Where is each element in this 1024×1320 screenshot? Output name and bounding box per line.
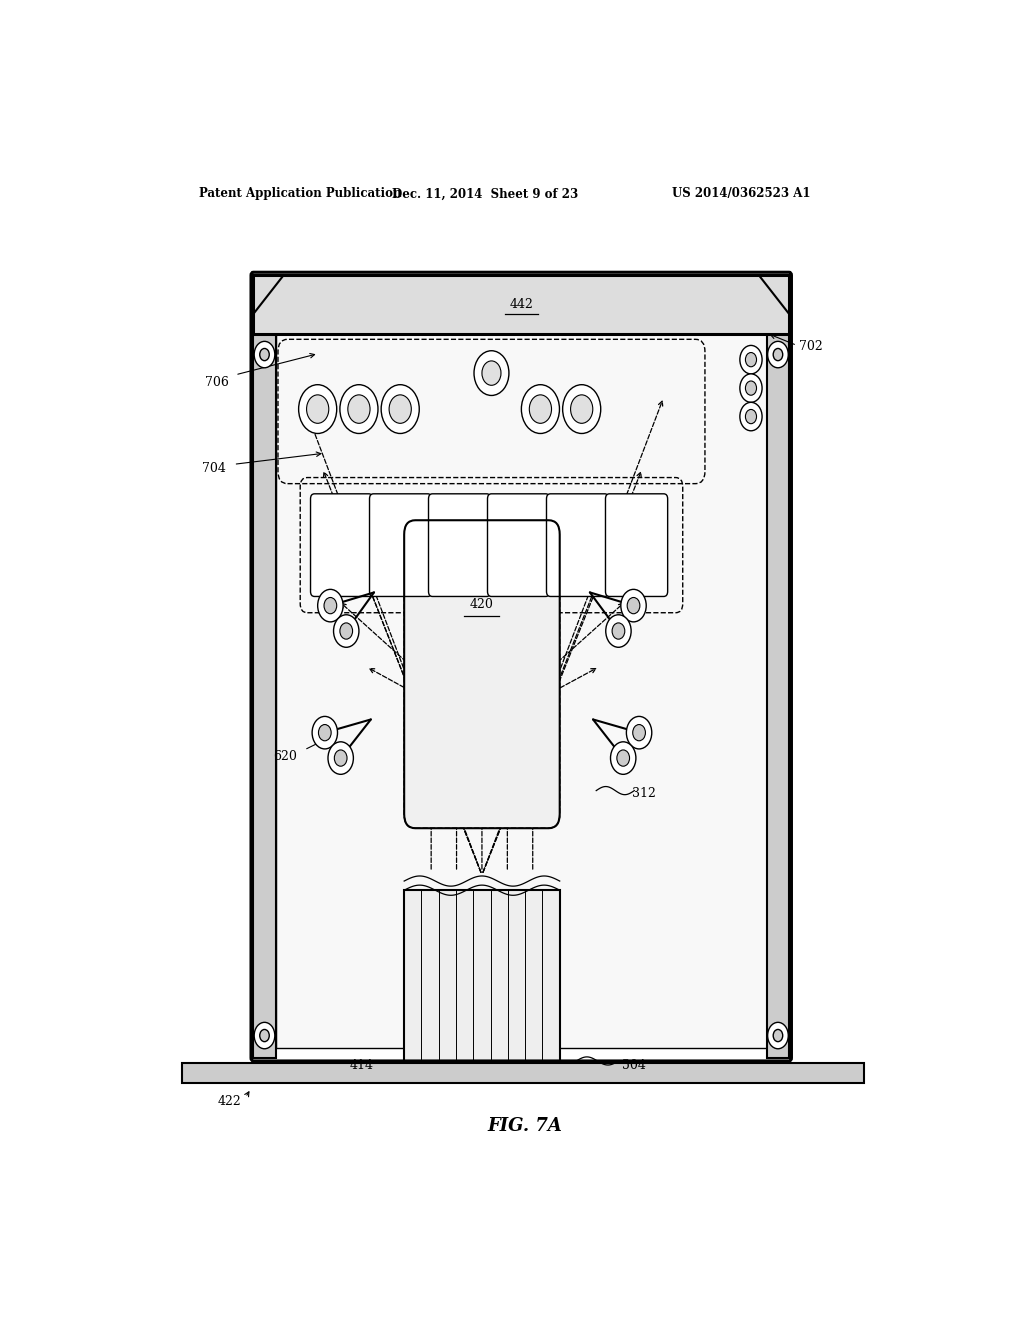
Text: FIG. 7A: FIG. 7A	[487, 1117, 562, 1135]
Circle shape	[745, 409, 757, 424]
FancyBboxPatch shape	[310, 494, 373, 597]
Circle shape	[254, 1023, 274, 1049]
Circle shape	[633, 725, 645, 741]
Circle shape	[324, 598, 337, 614]
Text: Patent Application Publication: Patent Application Publication	[200, 187, 402, 201]
Circle shape	[334, 750, 347, 766]
Circle shape	[482, 360, 501, 385]
Circle shape	[389, 395, 412, 424]
Circle shape	[318, 725, 331, 741]
Text: Dec. 11, 2014  Sheet 9 of 23: Dec. 11, 2014 Sheet 9 of 23	[392, 187, 579, 201]
Circle shape	[610, 742, 636, 775]
FancyBboxPatch shape	[404, 520, 560, 828]
Circle shape	[328, 742, 353, 775]
FancyBboxPatch shape	[605, 494, 668, 597]
Circle shape	[340, 384, 378, 433]
FancyBboxPatch shape	[487, 494, 550, 597]
Circle shape	[616, 750, 630, 766]
Circle shape	[317, 589, 343, 622]
Circle shape	[562, 384, 601, 433]
Text: 414: 414	[350, 1059, 374, 1072]
Circle shape	[627, 717, 652, 748]
Bar	[253, 276, 790, 334]
Circle shape	[773, 348, 782, 360]
Circle shape	[474, 351, 509, 396]
Circle shape	[740, 374, 762, 403]
Bar	[404, 890, 560, 1063]
Text: 312: 312	[632, 787, 655, 800]
Text: 620: 620	[273, 750, 297, 763]
Circle shape	[348, 395, 370, 424]
Text: 442: 442	[509, 298, 534, 312]
FancyBboxPatch shape	[370, 494, 432, 597]
Text: 702: 702	[799, 341, 822, 352]
Circle shape	[773, 1030, 782, 1041]
Bar	[275, 334, 767, 1048]
Circle shape	[570, 395, 593, 424]
Circle shape	[381, 384, 419, 433]
Text: 420: 420	[470, 598, 494, 611]
Circle shape	[745, 352, 757, 367]
Bar	[253, 276, 275, 1057]
Circle shape	[606, 615, 631, 647]
Bar	[182, 1063, 864, 1084]
Circle shape	[745, 381, 757, 395]
FancyBboxPatch shape	[428, 494, 490, 597]
Circle shape	[260, 1030, 269, 1041]
Circle shape	[334, 615, 359, 647]
Bar	[253, 276, 790, 334]
Circle shape	[312, 717, 338, 748]
Circle shape	[612, 623, 625, 639]
Text: US 2014/0362523 A1: US 2014/0362523 A1	[672, 187, 811, 201]
Circle shape	[740, 346, 762, 374]
Circle shape	[740, 403, 762, 430]
Text: 504: 504	[623, 1059, 646, 1072]
Circle shape	[621, 589, 646, 622]
Circle shape	[529, 395, 552, 424]
Text: 706: 706	[205, 375, 228, 388]
Circle shape	[299, 384, 337, 433]
Circle shape	[254, 342, 274, 368]
Circle shape	[340, 623, 352, 639]
Text: 422: 422	[218, 1096, 242, 1107]
Circle shape	[768, 1023, 788, 1049]
Circle shape	[768, 342, 788, 368]
Bar	[767, 276, 790, 1057]
Circle shape	[521, 384, 559, 433]
Circle shape	[306, 395, 329, 424]
Circle shape	[260, 348, 269, 360]
FancyBboxPatch shape	[547, 494, 608, 597]
Text: 704: 704	[202, 462, 225, 475]
Circle shape	[627, 598, 640, 614]
